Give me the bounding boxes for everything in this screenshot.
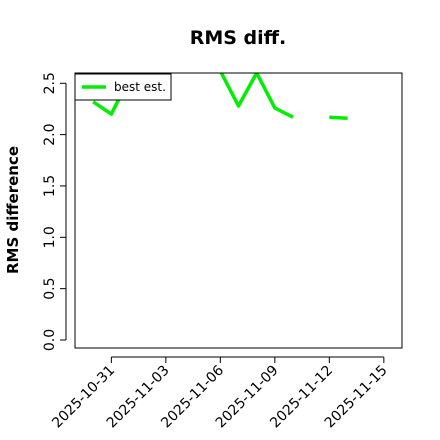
plot-frame — [74, 72, 403, 349]
y-tick-label: 2.0 — [42, 123, 58, 145]
y-tick-label: 2.5 — [42, 72, 58, 94]
plot-area: 0.00.51.01.52.02.52025-10-312025-11-0320… — [42, 72, 403, 431]
y-tick-label: 0.5 — [42, 278, 58, 300]
y-axis-label: RMS difference — [4, 146, 22, 274]
y-tick-label: 1.0 — [42, 226, 58, 248]
y-tick-label: 0.0 — [42, 329, 58, 351]
series-line-segment — [329, 115, 348, 120]
series-line-segment — [219, 73, 294, 119]
legend-label: best est. — [114, 80, 166, 94]
y-tick-label: 1.5 — [42, 175, 58, 197]
chart-title: RMS diff. — [190, 27, 287, 49]
